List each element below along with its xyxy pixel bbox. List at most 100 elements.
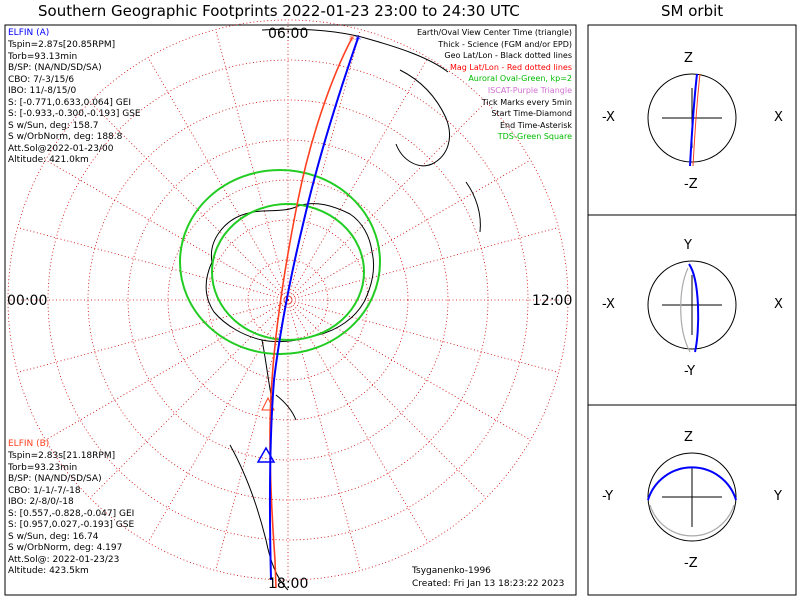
top-coast [261,28,449,73]
elfin-a-info-line: S: [-0.933,-0.300,-0.193] GSE [8,109,141,119]
orbit-axis-label-bottom: -Z [684,556,698,571]
hour-label-bottom: 18:00 [268,576,309,592]
grid-circle [207,219,369,381]
grid-radial [215,299,289,571]
elfin-a-info-line: B/SP: (NA/ND/SD/SA) [8,63,102,73]
grid-radial [287,299,559,373]
grid-radial [147,299,289,543]
elfin-a-orbit-1 [689,73,698,167]
elfin-b-info-line: Torb=93.23min [8,462,78,473]
elfin-b-info-line: S w/Sun, deg: 16.74 [8,531,99,542]
grid-radial [287,299,429,543]
elfin-b-info-line: S: [0.957,0.027,-0.193] GSE [8,520,135,530]
page-title: Southern Geographic Footprints 2022-01-2… [38,2,520,20]
elfin-a-info-line: Tspin=2.87s[20.85RPM] [8,40,116,50]
elfin-b-name: ELFIN (B) [8,439,50,449]
auroral-oval-outer [179,169,381,355]
elfin-b-track: * [261,33,355,589]
elfin-a-info-line: S w/Sun, deg: 158.7 [8,120,99,131]
orbit-axis-label-left: -X [602,110,615,125]
grid-radial [287,299,487,499]
elfin-b-info-line: S w/OrbNorm, deg: 4.197 [8,543,123,553]
elfin-a-info-line: Att.Sol@2022-01-23/00 [8,143,114,154]
elfin-b-info-line: Altitude: 423.5km [8,566,89,576]
elfin-a-name: ELFIN (A) [8,28,50,38]
elfin-b-center-triangle [261,396,275,411]
elfin-b-info-line: B/SP: (NA/ND/SD/SA) [8,474,102,484]
grid-radial [287,159,531,301]
antarctica-coast [205,203,375,343]
orbit-axis-label-right: X [774,297,783,312]
elfin-a-center-triangle [256,446,276,463]
grid-radial [45,299,289,441]
elfin-b-orbit-2 [680,267,691,353]
grid-radial [147,57,289,301]
grid-circle [7,19,569,581]
elfin-a-orbit-3 [647,466,737,501]
elfin-a-info-line: Torb=93.13min [8,51,78,62]
grid-circle [47,59,529,541]
orbit-axis-label-left: -X [602,297,615,312]
hour-label-left: 00:00 [7,293,48,309]
grid-radial [17,227,289,301]
grid-radial [89,101,289,301]
elfin-b-path [269,37,353,589]
elfin-a-info-line: S w/OrbNorm, deg: 188.8 [8,132,123,142]
elfin-b-orbit-3 [649,504,735,537]
legend-item: Thick - Science (FGM and/or EPD) [438,39,572,49]
legend-item: Geo Lat/Lon - Black dotted lines [444,51,572,61]
elfin-a-info-line: S: [-0.771,0.633,0.064] GEI [8,97,132,108]
grid-radial [215,29,289,301]
south-america-coast [229,444,289,591]
island-coast [275,394,297,421]
orbit-title: SM orbit [661,2,724,20]
created-label: Created: Fri Jan 13 18:23:22 2023 [412,579,565,589]
orbit-panel-yz [647,452,737,542]
grid-radial [89,299,289,499]
grid-circle [247,259,329,341]
grid-radial [287,299,361,571]
earth-circle-2 [647,260,737,350]
elfin-b-info-line: IBO: 2/-8/0/-18 [8,497,74,507]
grid-circle [127,139,449,461]
nz-coast [465,181,481,233]
hour-label-right: 12:00 [532,293,573,309]
orbit-axis-label-right: Y [774,489,782,504]
legend-item: ISCAT-Purple Triangle [487,86,572,95]
grid-radial [287,227,559,301]
legend-item: Auroral Oval-Green, kp=2 [468,74,572,84]
elfin-a-orbit-2 [688,263,700,353]
grid-radial [287,57,429,301]
elfin-a-path [269,37,359,581]
australia-coast [395,69,450,167]
legend-item: TDS-Green Square [497,132,572,142]
orbit-panel-xz [647,73,737,167]
elfin-b-info-line: S: [0.557,-0.828,-0.047] GEI [8,508,135,519]
elfin-b-info-line: Tspin=2.83s[21.18RPM] [8,451,116,461]
coastlines [205,28,481,591]
grid-radial [287,101,487,301]
orbit-axis-label-bottom: -Z [684,177,698,192]
earth-circle-1 [647,73,737,163]
mag-grid [7,19,569,581]
legend-item: Mag Lat/Lon - Red dotted lines [449,62,572,72]
grid-radial [287,29,361,301]
orbit-axis-label-left: -Y [602,489,614,504]
legend-item: Start Time-Diamond [491,109,572,119]
elfin-b-info-line: Att.Sol@: 2022-01-23/23 [8,554,120,565]
grid-radial [17,299,289,373]
elfin-a-start-asterisk: * [355,33,361,47]
elfin-a-info-line: IBO: 11/-8/15/0 [8,86,77,96]
orbit-axis-label-top: Y [684,238,692,253]
elfin-b-start-asterisk: * [349,33,355,47]
elfin-b-info-line: CBO: 1/-1/-7/-18 [8,485,81,496]
elfin-b-orbit-1 [692,73,701,167]
grid-radial [287,299,531,441]
orbit-axis-label-top: Z [684,430,693,445]
orbit-panel-xy [647,260,737,353]
legend-item: End Time-Asterisk [499,120,572,130]
orbit-axis-label-top: Z [684,51,693,66]
model-label: Tsyganenko-1996 [412,566,491,576]
grid-radial [45,159,289,301]
